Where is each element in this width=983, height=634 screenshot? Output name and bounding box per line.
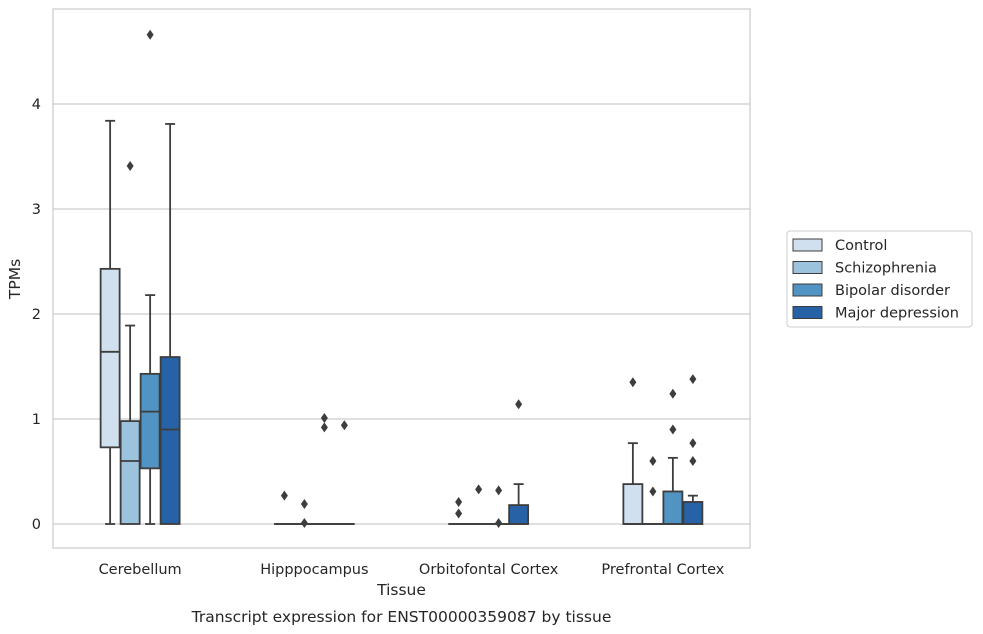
box-body — [99, 267, 121, 449]
legend-swatch — [792, 283, 823, 297]
outlier-point — [300, 499, 308, 510]
y-tick-label: 0 — [32, 517, 41, 533]
x-tick-label: Orbitofontal Cortex — [419, 562, 559, 578]
box-0-3 — [159, 123, 181, 525]
legend-label: Bipolar disorder — [835, 283, 950, 299]
outlier-point — [669, 388, 677, 399]
x-axis-label: Tissue — [376, 581, 426, 599]
axis-ticks: 0 1 2 3 4 Cerebellum Hipppocampus Orbitofontal … — [32, 97, 725, 578]
box-body — [508, 504, 530, 525]
box-3-1 — [642, 456, 664, 525]
legend-label: Schizophrenia — [835, 261, 937, 277]
y-tick-label: 4 — [32, 97, 41, 113]
legend: Control Schizophrenia Bipolar disorder Majo… — [786, 230, 973, 328]
outlier-point — [669, 424, 677, 435]
outlier-point — [475, 484, 483, 495]
legend-frame — [786, 230, 973, 328]
outlier-point — [495, 485, 503, 496]
outlier-point — [495, 517, 503, 528]
outlier-point — [515, 399, 523, 410]
outlier-point — [146, 29, 154, 40]
box-0-0 — [99, 119, 121, 525]
outlier-point — [126, 160, 134, 171]
outlier-point — [340, 420, 348, 431]
x-tick-label: Cerebellum — [99, 562, 182, 578]
y-tick-label: 1 — [32, 412, 41, 428]
x-tick-label: Hipppocampus — [260, 562, 368, 578]
y-axis-label: TPMs — [6, 259, 24, 300]
box-3-2 — [662, 388, 684, 525]
outlier-point — [300, 517, 308, 528]
boxes — [99, 29, 704, 528]
box-3-3 — [682, 374, 704, 525]
outlier-point — [280, 490, 288, 501]
legend-label: Major depression — [835, 306, 959, 322]
outlier-point — [649, 456, 657, 466]
box-2-0 — [448, 496, 470, 525]
box-3-0 — [622, 377, 644, 525]
box-2-3 — [508, 399, 530, 525]
outlier-point — [689, 438, 697, 449]
outlier-point — [320, 422, 328, 433]
legend-label: Control — [835, 238, 887, 254]
outlier-point — [320, 412, 328, 423]
box-1-0 — [273, 490, 295, 525]
box-body — [622, 483, 644, 525]
box-body — [662, 490, 684, 525]
outlier-point — [689, 456, 697, 466]
box-1-2 — [313, 412, 335, 525]
box-1-1 — [293, 499, 315, 528]
box-2-2 — [488, 485, 510, 528]
chart-title: Transcript expression for ENST0000035908… — [191, 608, 612, 626]
box-body — [119, 420, 141, 525]
outlier-point — [455, 508, 463, 519]
y-tick-label: 2 — [32, 307, 41, 323]
outlier-point — [629, 377, 637, 388]
plot-frame — [52, 8, 751, 549]
box-body — [159, 356, 181, 525]
box-0-1 — [119, 160, 141, 525]
outlier-point — [649, 486, 657, 497]
box-body — [682, 501, 704, 525]
x-tick-label: Prefrontal Cortex — [601, 562, 724, 578]
box-body — [139, 372, 161, 470]
outlier-point — [689, 374, 697, 385]
legend-swatch — [792, 306, 823, 319]
legend-swatch — [792, 261, 823, 274]
y-tick-label: 3 — [32, 202, 41, 218]
outlier-point — [455, 496, 463, 507]
box-2-1 — [468, 484, 490, 525]
legend-swatch — [792, 238, 823, 252]
box-0-2 — [139, 29, 161, 525]
box-1-3 — [333, 420, 355, 525]
